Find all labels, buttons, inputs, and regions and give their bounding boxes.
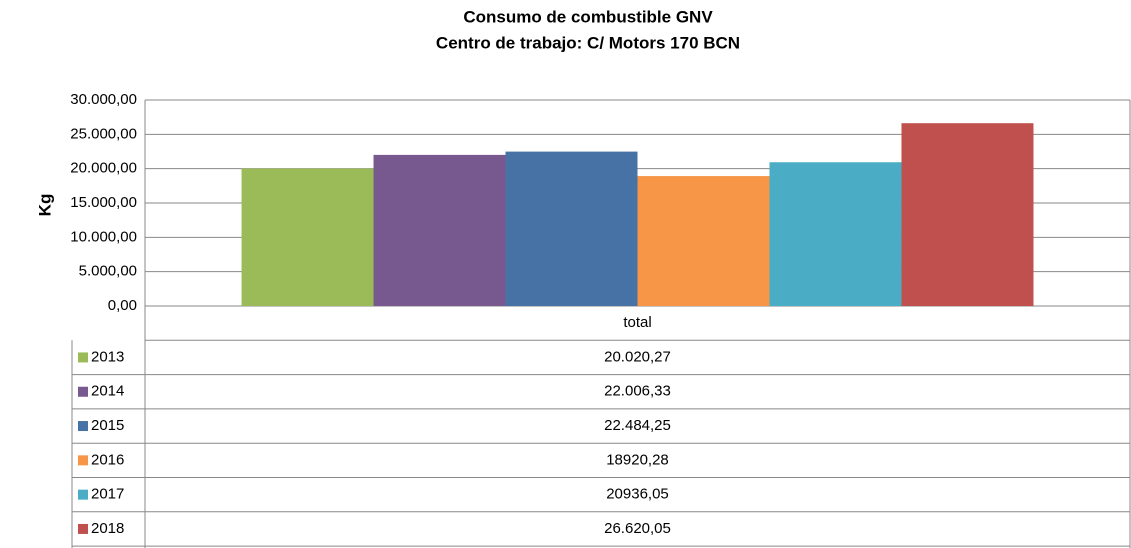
bar (505, 151, 638, 306)
y-tick-label: 20.000,00 (70, 160, 137, 177)
legend-label: 2015 (91, 417, 124, 434)
y-tick-label: 5.000,00 (79, 263, 137, 280)
legend-swatch (78, 421, 88, 432)
table-value: 20936,05 (606, 486, 669, 503)
y-tick-label: 30.000,00 (70, 91, 137, 108)
legend-swatch (78, 455, 88, 466)
legend-label: 2018 (91, 520, 124, 537)
legend-swatch (78, 489, 88, 500)
table-value: 26.620,05 (604, 520, 671, 537)
y-tick-label: 25.000,00 (70, 125, 137, 142)
legend-swatch (78, 523, 88, 534)
y-tick-label: 0,00 (108, 297, 137, 314)
x-tick-label: total (623, 314, 651, 331)
legend-label: 2014 (91, 383, 124, 400)
legend-label: 2017 (91, 486, 124, 503)
legend-label: 2013 (91, 348, 124, 365)
y-axis-label: Kg (35, 194, 54, 217)
legend-swatch (78, 352, 88, 363)
table-value: 20.020,27 (604, 348, 671, 365)
table-value: 18920,28 (606, 451, 669, 468)
bar (373, 154, 506, 306)
bar (769, 162, 902, 306)
chart-title: Consumo de combustible GNV (463, 7, 713, 26)
legend-swatch (78, 386, 88, 397)
table-value: 22.484,25 (604, 417, 671, 434)
bar (901, 123, 1034, 307)
table-value: 22.006,33 (604, 383, 671, 400)
bar (637, 176, 770, 306)
bar (241, 168, 374, 306)
y-tick-label: 15.000,00 (70, 194, 137, 211)
chart-subtitle: Centro de trabajo: C/ Motors 170 BCN (436, 33, 740, 52)
legend-label: 2016 (91, 451, 124, 468)
y-tick-label: 10.000,00 (70, 228, 137, 245)
